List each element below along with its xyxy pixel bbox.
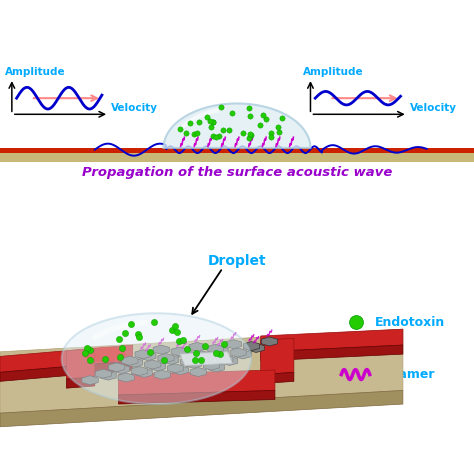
Polygon shape <box>207 344 223 353</box>
Polygon shape <box>261 372 294 384</box>
Text: Droplet: Droplet <box>208 254 266 268</box>
Text: Velocity: Velocity <box>410 103 457 113</box>
Text: Amplitude: Amplitude <box>5 67 65 77</box>
Polygon shape <box>225 340 241 349</box>
Polygon shape <box>109 363 125 372</box>
Polygon shape <box>181 357 197 366</box>
Polygon shape <box>100 371 116 380</box>
Polygon shape <box>0 345 133 372</box>
Polygon shape <box>131 366 147 375</box>
Polygon shape <box>127 358 143 367</box>
Polygon shape <box>208 363 225 372</box>
Polygon shape <box>185 359 201 368</box>
Text: Propagation of the surface acoustic wave: Propagation of the surface acoustic wave <box>82 166 392 178</box>
Polygon shape <box>190 368 207 376</box>
Polygon shape <box>180 352 232 365</box>
Polygon shape <box>167 364 183 373</box>
Text: Velocity: Velocity <box>111 103 158 113</box>
Polygon shape <box>217 355 233 364</box>
Circle shape <box>62 313 251 404</box>
Polygon shape <box>172 365 188 375</box>
Polygon shape <box>261 345 403 361</box>
Text: Amplitude: Amplitude <box>303 67 364 77</box>
Polygon shape <box>189 342 205 351</box>
Polygon shape <box>194 351 210 360</box>
Polygon shape <box>66 377 95 388</box>
Polygon shape <box>122 356 138 365</box>
Polygon shape <box>118 370 275 395</box>
Polygon shape <box>261 338 294 375</box>
Polygon shape <box>140 352 156 360</box>
Polygon shape <box>261 329 403 352</box>
Polygon shape <box>136 368 152 377</box>
Polygon shape <box>66 349 95 379</box>
Polygon shape <box>171 347 187 356</box>
Polygon shape <box>212 346 228 355</box>
Polygon shape <box>113 365 129 374</box>
Polygon shape <box>82 376 98 385</box>
Polygon shape <box>164 104 310 148</box>
Bar <box>0 149 474 163</box>
Polygon shape <box>176 349 192 358</box>
Polygon shape <box>149 362 165 371</box>
Polygon shape <box>199 353 215 362</box>
Polygon shape <box>261 337 278 346</box>
Polygon shape <box>0 390 403 427</box>
Polygon shape <box>95 369 111 378</box>
Polygon shape <box>203 361 220 370</box>
Polygon shape <box>153 345 169 354</box>
Polygon shape <box>0 361 133 381</box>
Polygon shape <box>145 360 161 369</box>
Polygon shape <box>163 355 179 365</box>
Polygon shape <box>221 356 238 365</box>
Text: Aptamer: Aptamer <box>374 368 435 381</box>
Polygon shape <box>0 329 403 413</box>
Polygon shape <box>118 390 275 404</box>
Polygon shape <box>243 341 260 350</box>
Polygon shape <box>118 373 134 382</box>
Bar <box>0 148 474 153</box>
Polygon shape <box>248 344 264 352</box>
Polygon shape <box>230 348 246 357</box>
Polygon shape <box>154 370 170 379</box>
Text: Endotoxin: Endotoxin <box>374 316 445 329</box>
Ellipse shape <box>83 346 126 362</box>
Polygon shape <box>135 350 151 359</box>
Polygon shape <box>158 354 174 362</box>
Polygon shape <box>235 350 251 359</box>
